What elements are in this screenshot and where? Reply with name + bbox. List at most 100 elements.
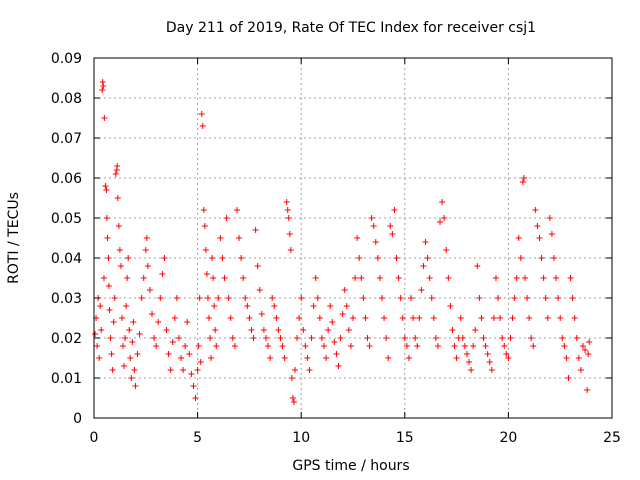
data-point	[129, 339, 136, 345]
y-tick-label: 0.08	[51, 91, 82, 107]
data-point	[391, 207, 398, 213]
data-point	[109, 367, 116, 373]
data-point	[306, 367, 313, 373]
data-point	[120, 343, 127, 349]
data-point	[167, 367, 174, 373]
data-point	[379, 295, 386, 301]
data-point	[457, 315, 464, 321]
y-tick-label: 0.04	[51, 251, 82, 267]
data-point	[244, 303, 251, 309]
data-point	[482, 343, 489, 349]
data-point	[200, 207, 207, 213]
data-point	[123, 303, 130, 309]
data-point	[138, 295, 145, 301]
data-point	[258, 311, 265, 317]
data-point	[561, 343, 568, 349]
data-point	[275, 327, 282, 333]
data-point	[169, 339, 176, 345]
data-point	[121, 363, 128, 369]
data-point	[101, 115, 108, 121]
data-point	[300, 327, 307, 333]
data-point	[451, 343, 458, 349]
data-point	[542, 295, 549, 301]
data-point	[410, 315, 417, 321]
data-point	[92, 331, 99, 337]
data-point	[575, 355, 582, 361]
data-point	[497, 315, 504, 321]
data-point	[143, 235, 150, 241]
data-point	[341, 287, 348, 293]
data-point	[501, 343, 508, 349]
data-point	[248, 327, 255, 333]
data-point	[279, 343, 286, 349]
data-point	[157, 295, 164, 301]
y-tick-label: 0.05	[51, 211, 82, 227]
data-point	[505, 355, 512, 361]
data-point	[503, 351, 510, 357]
data-point	[492, 275, 499, 281]
data-point	[269, 295, 276, 301]
data-point	[428, 295, 435, 301]
data-point	[304, 355, 311, 361]
data-point	[370, 223, 377, 229]
data-point	[335, 363, 342, 369]
data-point	[227, 315, 234, 321]
data-point	[555, 295, 562, 301]
data-point	[231, 343, 238, 349]
data-point	[271, 303, 278, 309]
data-point	[180, 367, 187, 373]
data-point	[184, 319, 191, 325]
data-point	[178, 355, 185, 361]
data-point	[470, 343, 477, 349]
data-point	[202, 247, 209, 253]
data-point	[107, 335, 114, 341]
data-point	[422, 239, 429, 245]
data-point	[557, 315, 564, 321]
data-point	[130, 319, 137, 325]
data-point	[112, 171, 119, 177]
data-point	[267, 355, 274, 361]
data-point	[256, 287, 263, 293]
data-point	[466, 359, 473, 365]
data-point	[468, 367, 475, 373]
data-point	[314, 295, 321, 301]
data-point	[432, 335, 439, 341]
data-point	[117, 263, 124, 269]
x-tick-label: 25	[603, 430, 621, 446]
data-point	[229, 335, 236, 341]
data-point	[399, 315, 406, 321]
data-point	[381, 315, 388, 321]
data-point	[339, 311, 346, 317]
data-point	[536, 235, 543, 241]
data-point	[294, 335, 301, 341]
data-point	[443, 247, 450, 253]
data-point	[296, 315, 303, 321]
y-tick-label: 0.03	[51, 291, 82, 307]
data-point	[273, 315, 280, 321]
data-point	[495, 295, 502, 301]
data-point	[215, 295, 222, 301]
data-point	[122, 335, 129, 341]
data-point	[434, 343, 441, 349]
data-point	[354, 235, 361, 241]
data-point	[325, 327, 332, 333]
ticks-layer: 0 0.01 0.02 0.03 0.04 0.05 0.06 0.07 0.08 0.09 0 5 1…	[51, 51, 621, 446]
data-point	[115, 223, 122, 229]
data-point	[393, 255, 400, 261]
data-point	[149, 311, 156, 317]
data-point	[418, 287, 425, 293]
data-point	[190, 383, 197, 389]
data-point	[412, 335, 419, 341]
data-point	[175, 335, 182, 341]
data-point	[408, 295, 415, 301]
data-point	[210, 275, 217, 281]
data-point	[284, 207, 291, 213]
data-point	[327, 303, 334, 309]
data-point	[447, 303, 454, 309]
data-point	[585, 351, 592, 357]
data-point	[565, 375, 572, 381]
data-point	[331, 339, 338, 345]
data-point	[134, 351, 141, 357]
data-point	[416, 315, 423, 321]
data-point	[352, 275, 359, 281]
